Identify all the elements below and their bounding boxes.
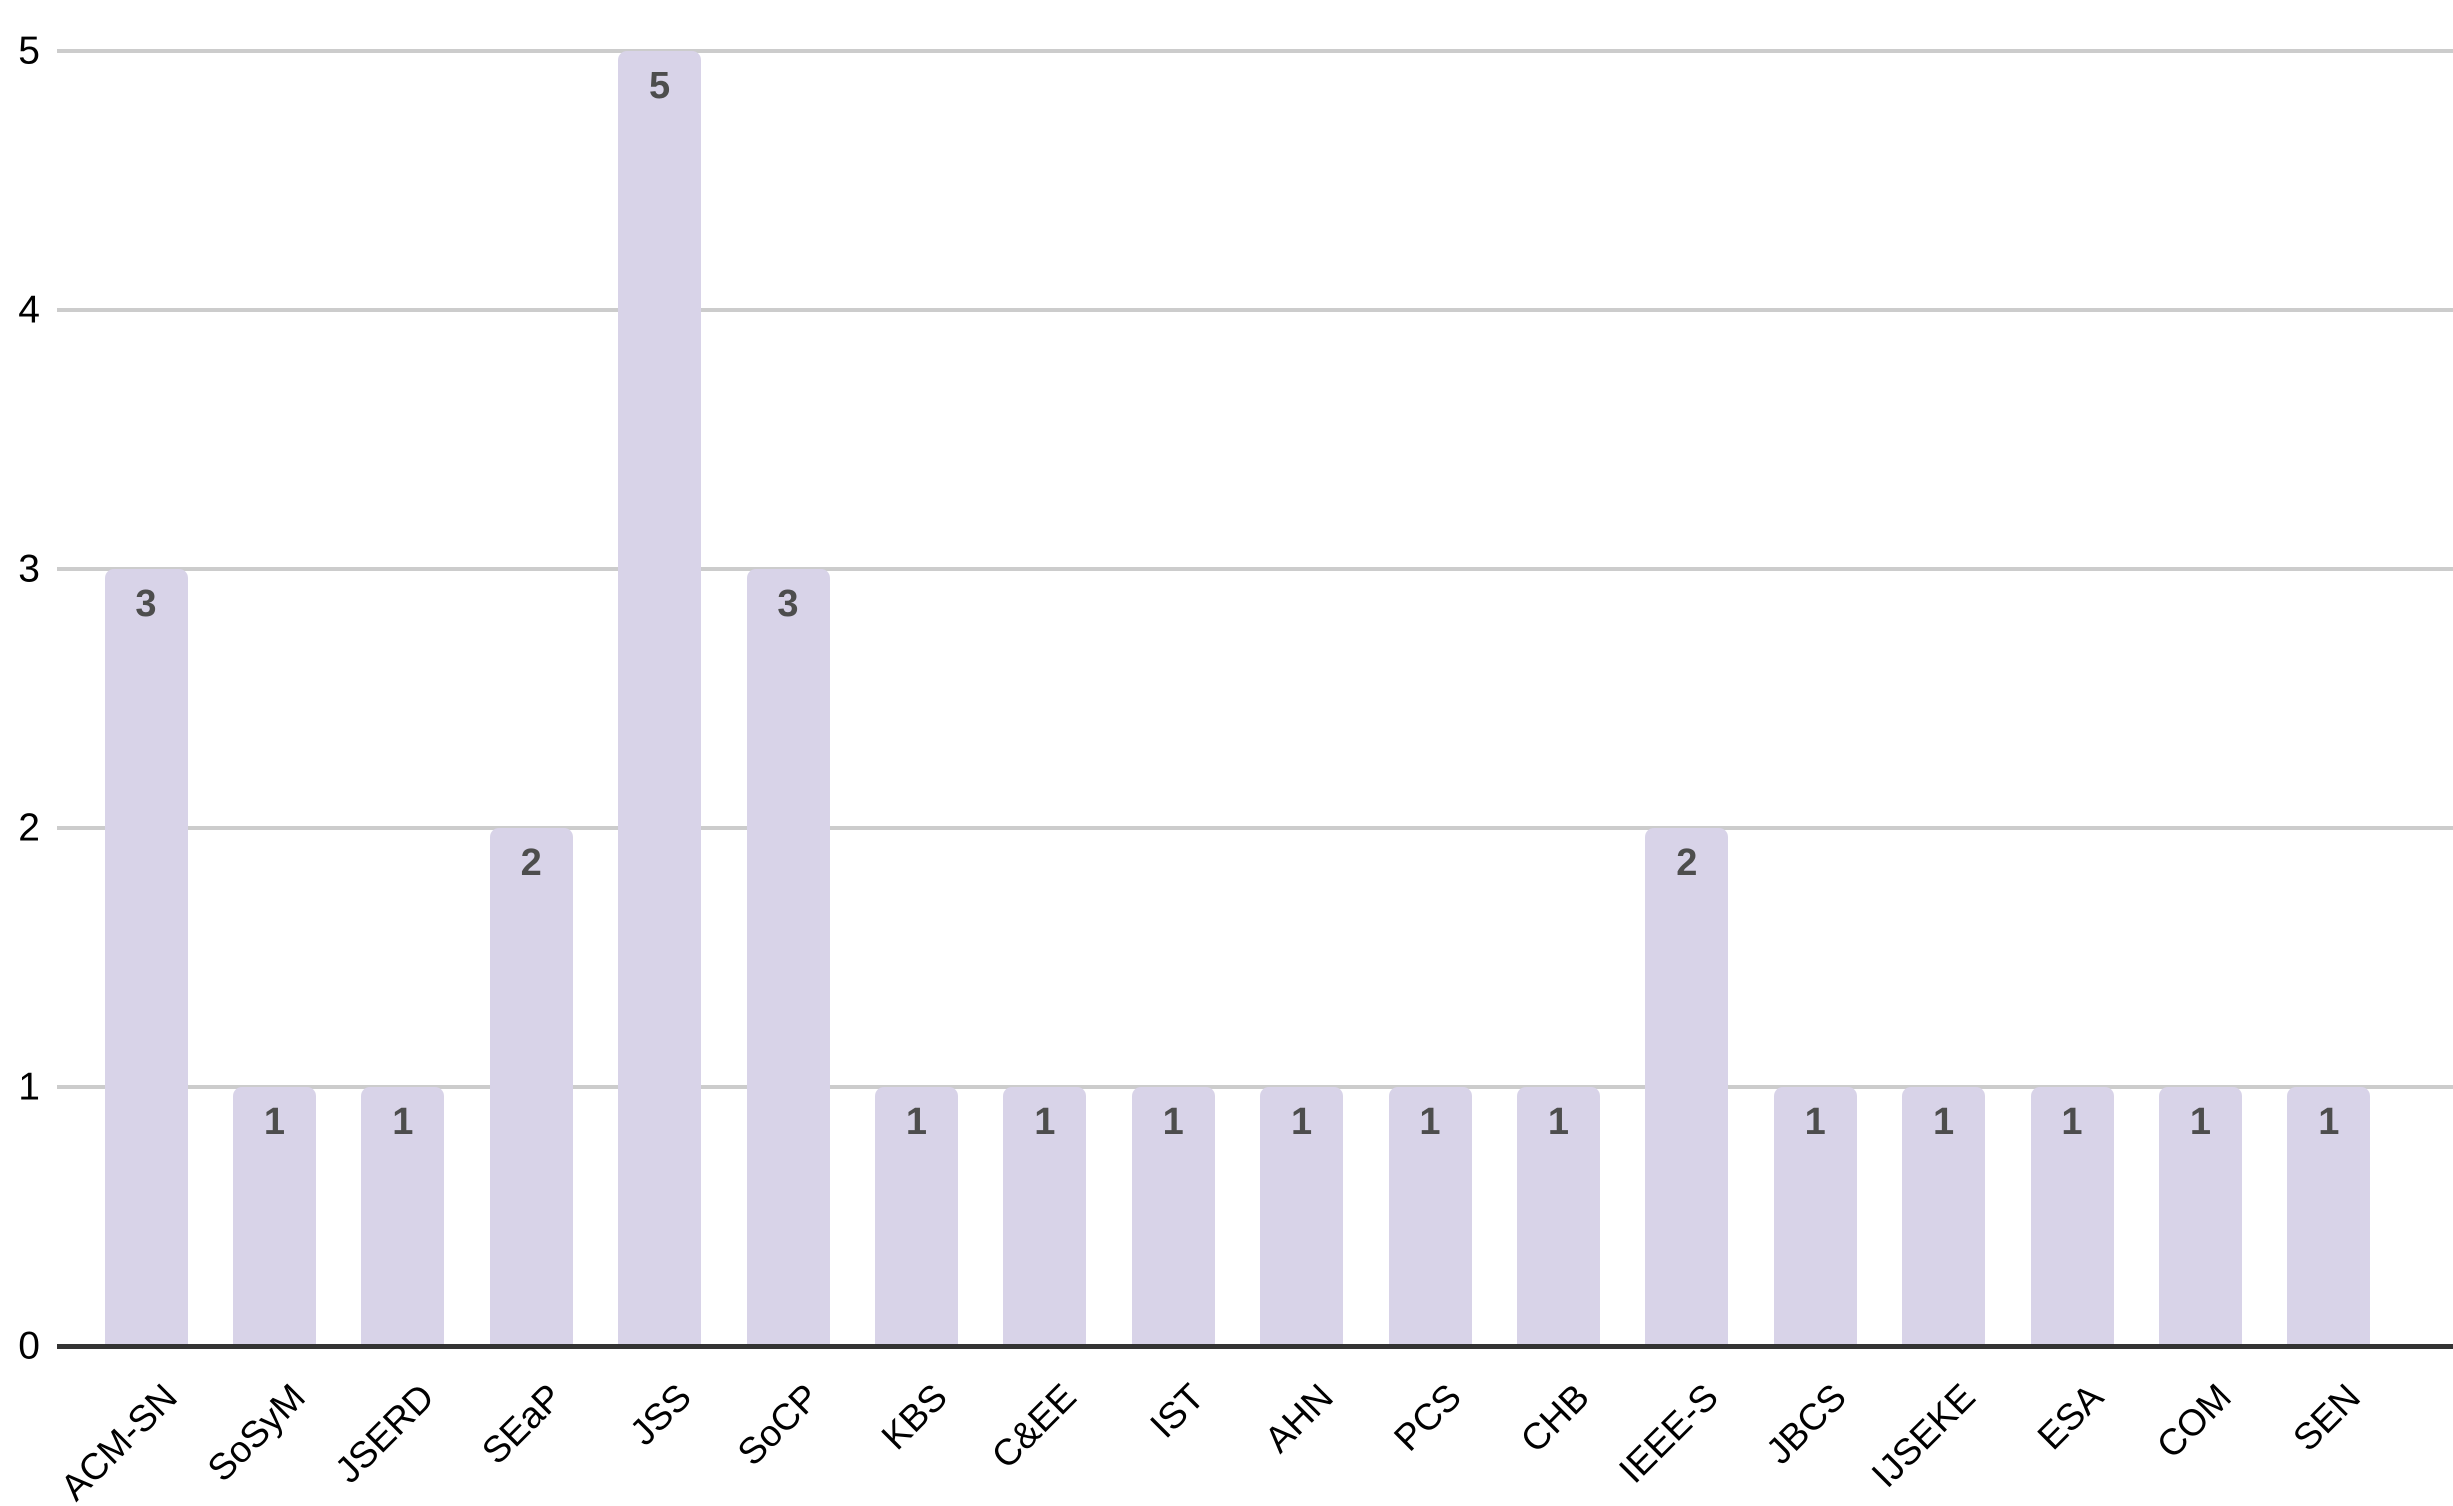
- bar-COM: 1: [2158, 1087, 2242, 1346]
- bar-value-label: 1: [263, 1101, 285, 1143]
- bar-SEN: 1: [2287, 1087, 2371, 1346]
- bar-value-label: 1: [2061, 1101, 2083, 1143]
- bar-PCS: 1: [1388, 1087, 1472, 1346]
- bar-value-label: 2: [1676, 842, 1698, 884]
- bar-value-label: 3: [777, 583, 799, 625]
- bar-value-label: 5: [649, 65, 671, 107]
- x-axis-line: [57, 1344, 2453, 1349]
- bar-value-label: 2: [520, 842, 542, 884]
- bar-KBS: 1: [874, 1087, 958, 1346]
- bar-value-label: 1: [1547, 1101, 1569, 1143]
- y-axis-label-0: 0: [18, 1324, 40, 1368]
- bar-value-label: 1: [1419, 1101, 1441, 1143]
- bar-SEaP: 2: [489, 828, 573, 1346]
- bar-value-label: 1: [1933, 1101, 1955, 1143]
- gridline-5: [57, 49, 2453, 53]
- bar-value-label: 1: [392, 1101, 414, 1143]
- x-axis-label-ACM-SN: ACM-SN: [52, 1376, 185, 1506]
- y-axis-label-5: 5: [18, 29, 40, 73]
- y-axis-label-4: 4: [18, 288, 40, 332]
- bar-value-label: 1: [1804, 1101, 1826, 1143]
- bar-ESA: 1: [2030, 1087, 2114, 1346]
- gridline-4: [57, 308, 2453, 312]
- bar-C&EE: 1: [1003, 1087, 1087, 1346]
- bar-SoSyM: 1: [232, 1087, 316, 1346]
- y-axis-label-3: 3: [18, 547, 40, 591]
- bar-CHB: 1: [1516, 1087, 1600, 1346]
- bar-JSS: 5: [618, 51, 702, 1346]
- gridline-1: [57, 1085, 2453, 1089]
- bar-ACM-SN: 3: [104, 569, 188, 1346]
- bar-value-label: 1: [2318, 1101, 2340, 1143]
- y-axis-label-2: 2: [18, 806, 40, 850]
- bar-IEEE-S: 2: [1645, 828, 1729, 1346]
- gridline-3: [57, 567, 2453, 571]
- bar-IJSEKE: 1: [1902, 1087, 1986, 1346]
- bar-IST: 1: [1131, 1087, 1215, 1346]
- bar-value-label: 1: [1162, 1101, 1184, 1143]
- bar-value-label: 1: [1291, 1101, 1313, 1143]
- bar-JBCS: 1: [1773, 1087, 1857, 1346]
- bar-SoCP: 3: [746, 569, 830, 1346]
- bar-value-label: 3: [135, 583, 157, 625]
- bar-value-label: 1: [905, 1101, 927, 1143]
- y-axis-label-1: 1: [18, 1065, 40, 1109]
- bar-value-label: 1: [1034, 1101, 1056, 1143]
- bar-JSERD: 1: [361, 1087, 445, 1346]
- bar-AHN: 1: [1260, 1087, 1344, 1346]
- gridline-2: [57, 826, 2453, 830]
- bar-value-label: 1: [2189, 1101, 2211, 1143]
